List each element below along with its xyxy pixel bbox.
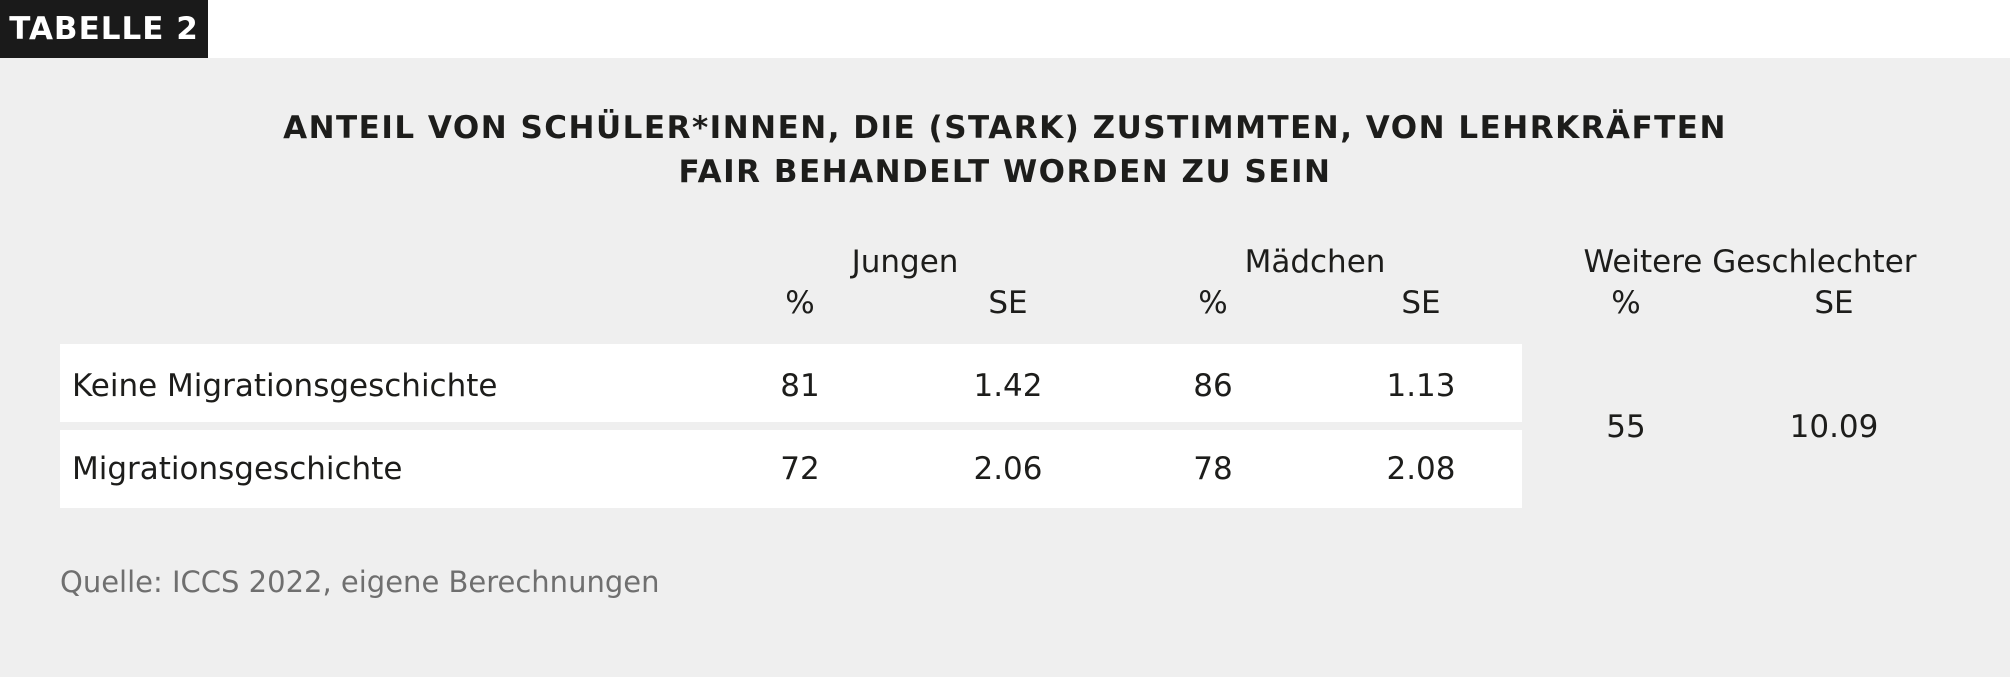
subheader-weitere-se: SE	[1814, 285, 1854, 321]
subheader-jungen-se: SE	[988, 285, 1028, 321]
row-label: Migrationsgeschichte	[72, 451, 403, 487]
header-maedchen: Mädchen	[1244, 244, 1386, 280]
subheader-weitere-pct: %	[1611, 285, 1641, 321]
header-weitere: Weitere Geschlechter	[1583, 244, 1917, 280]
cell-maedchen-pct: 78	[1193, 451, 1233, 487]
subheader-maedchen-se: SE	[1401, 285, 1441, 321]
subheader-maedchen-pct: %	[1198, 285, 1228, 321]
cell-weitere-pct: 55	[1606, 409, 1646, 445]
cell-jungen-se: 2.06	[973, 451, 1043, 487]
table-row	[60, 430, 1522, 508]
cell-jungen-pct: 81	[780, 368, 820, 404]
cell-maedchen-se: 1.13	[1386, 368, 1456, 404]
cell-jungen-se: 1.42	[973, 368, 1043, 404]
row-label: Keine Migrationsgeschichte	[72, 368, 498, 404]
table-tag: TABELLE 2	[0, 0, 208, 58]
header-jungen: Jungen	[851, 244, 959, 280]
cell-maedchen-se: 2.08	[1386, 451, 1456, 487]
cell-maedchen-pct: 86	[1193, 368, 1233, 404]
cell-jungen-pct: 72	[780, 451, 820, 487]
table-title-line-1: ANTEIL VON SCHÜLER*INNEN, DIE (STARK) ZU…	[283, 110, 1727, 146]
source-note: Quelle: ICCS 2022, eigene Berechnungen	[60, 565, 660, 599]
subheader-jungen-pct: %	[785, 285, 815, 321]
table-title-line-2: FAIR BEHANDELT WORDEN ZU SEIN	[678, 154, 1332, 190]
cell-weitere-se: 10.09	[1789, 409, 1879, 445]
table-row	[60, 344, 1522, 422]
